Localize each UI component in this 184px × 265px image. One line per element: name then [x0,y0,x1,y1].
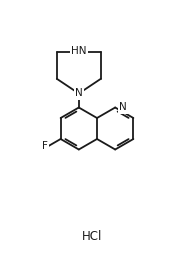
Text: F: F [42,141,47,151]
Text: N: N [119,103,127,113]
Text: N: N [75,89,83,99]
Text: HN: HN [71,46,86,56]
Text: HCl: HCl [82,231,102,244]
